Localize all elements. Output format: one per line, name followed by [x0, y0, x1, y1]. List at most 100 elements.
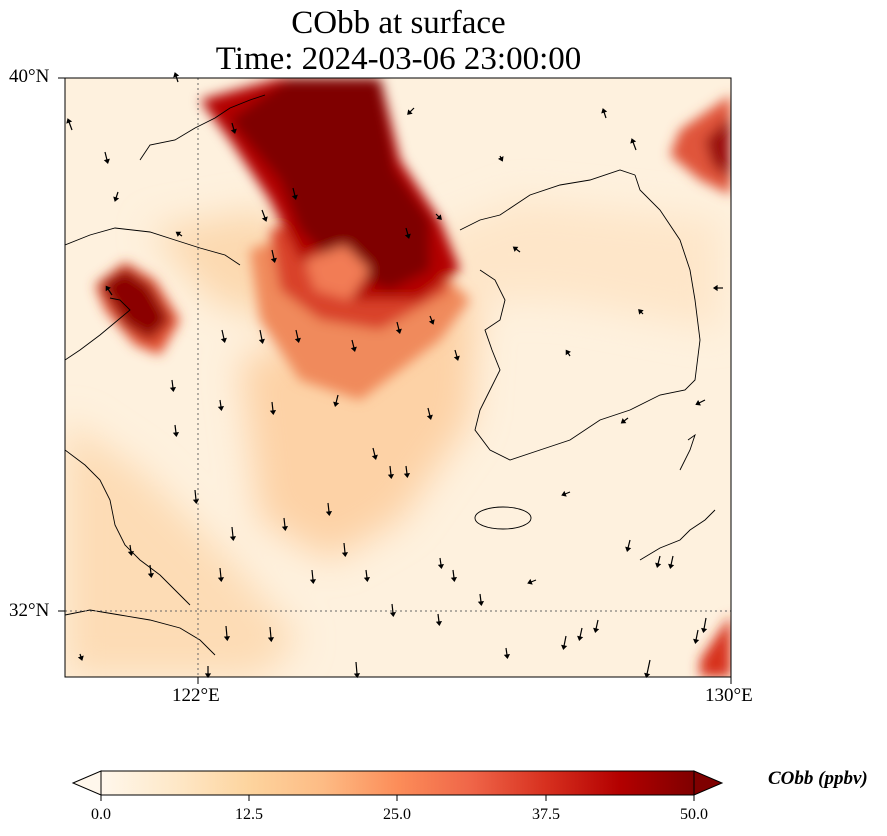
- wind-arrow-head: [147, 573, 155, 579]
- wind-arrow-head: [192, 499, 200, 505]
- wind-arrow-head: [625, 546, 632, 552]
- wind-arrow-head: [325, 511, 333, 517]
- wind-arrow-head: [281, 526, 289, 532]
- colorbar-label: CObb (ppbv): [768, 768, 868, 789]
- wind-arrow: [405, 227, 409, 236]
- wind-arrow-head: [333, 401, 340, 407]
- wind-arrow-head: [169, 387, 177, 393]
- wind-arrow: [372, 447, 376, 457]
- wind-arrow: [595, 619, 599, 630]
- wind-arrow-head: [407, 109, 413, 115]
- map-time-title: Time: 2024-03-06 23:00:00: [215, 41, 582, 77]
- wind-arrow-head: [387, 474, 395, 480]
- wind-arrow: [646, 659, 651, 675]
- wind-arrow: [437, 613, 440, 623]
- wind-arrow-head: [593, 627, 600, 633]
- wind-arrow: [115, 191, 119, 199]
- wind-arrow-head: [172, 432, 180, 438]
- wind-arrow-head: [477, 601, 485, 607]
- wind-arrow-head: [77, 655, 84, 661]
- wind-arrow: [327, 502, 330, 513]
- wind-arrow-head: [389, 612, 397, 618]
- axis-ticks: [58, 77, 732, 684]
- wind-arrow: [283, 517, 286, 528]
- wind-arrow: [396, 321, 400, 331]
- wind-arrow-head: [395, 328, 402, 334]
- wind-arrow-head: [630, 138, 637, 144]
- wind-arrow-head: [426, 414, 433, 420]
- wind-arrow-head: [437, 563, 445, 570]
- wind-arrow: [351, 339, 355, 349]
- wind-arrow-head: [371, 454, 378, 460]
- wind-arrow-head: [223, 636, 231, 642]
- wind-arrow-head: [701, 627, 708, 634]
- wind-arrow-head: [435, 621, 443, 627]
- colorbar-tick-label: 12.5: [235, 806, 263, 823]
- wind-arrow: [563, 635, 567, 647]
- wind-arrow: [225, 625, 228, 638]
- wind-arrow: [335, 394, 339, 404]
- wind-arrow: [567, 352, 571, 357]
- wind-arrow-head: [453, 355, 460, 361]
- colorbar-gradient: [100, 770, 695, 796]
- wind-arrow: [311, 569, 314, 581]
- wind-arrow: [175, 75, 179, 83]
- wind-arrow-head: [712, 284, 718, 292]
- wind-arrow: [178, 233, 183, 237]
- colorbar-ticks: [100, 795, 695, 801]
- wind-arrow: [429, 315, 433, 322]
- wind-arrow: [343, 542, 346, 554]
- wind-arrow: [670, 555, 674, 566]
- wind-arrow-head: [103, 158, 110, 164]
- wind-arrow-head: [204, 673, 212, 679]
- wind-arrow-head: [353, 673, 361, 679]
- wind-arrow: [231, 526, 234, 538]
- wind-arrow: [194, 489, 197, 501]
- colorbar-tick-label: 0.0: [91, 806, 111, 823]
- wind-arrow-head: [503, 653, 511, 660]
- wind-arrow: [219, 567, 222, 579]
- wind-arrow-head: [270, 257, 277, 263]
- wind-arrow-head: [105, 285, 111, 292]
- wind-arrow-head: [173, 72, 180, 78]
- map-frame: [64, 77, 732, 678]
- wind-arrow: [427, 407, 431, 417]
- wind-arrow: [391, 603, 394, 614]
- wind-arrow: [261, 209, 266, 219]
- lat-tick-label: 32°N: [9, 600, 50, 621]
- lon-tick-label: 130°E: [705, 685, 753, 706]
- wind-arrow-head: [350, 346, 357, 352]
- wind-arrow: [405, 465, 408, 475]
- wind-arrow: [219, 399, 222, 408]
- colorbar-tick-label: 37.5: [532, 806, 560, 823]
- wind-arrow: [603, 111, 607, 119]
- colorbar-max-extend: [693, 770, 724, 796]
- wind-arrow: [564, 491, 571, 495]
- wind-arrow: [439, 557, 442, 566]
- colorbar-tick-label: 25.0: [383, 806, 411, 823]
- colorbar-min-extend: [71, 770, 102, 796]
- wind-arrow-head: [638, 309, 644, 315]
- wind-arrow-head: [436, 214, 442, 220]
- wind-arrow: [355, 661, 358, 675]
- lat-tick-label: 40°N: [9, 66, 50, 87]
- wind-arrow: [579, 627, 583, 638]
- wind-arrow-head: [620, 418, 627, 424]
- wind-arrow-head: [577, 635, 584, 641]
- lon-tick-label: 122°E: [172, 685, 220, 706]
- wind-arrow-head: [217, 577, 225, 583]
- wind-arrow: [68, 121, 73, 131]
- wind-arrow-head: [309, 579, 317, 585]
- wind-arrow: [174, 424, 177, 434]
- wind-arrow: [435, 213, 440, 218]
- wind-arrow: [452, 569, 455, 579]
- concentration-field: [65, 78, 731, 677]
- map-title: CObb at surface: [291, 5, 506, 41]
- wind-arrow-head: [261, 216, 268, 222]
- wind-arrow: [627, 539, 631, 549]
- wind-arrow: [454, 349, 458, 358]
- wind-arrow-head: [66, 118, 73, 124]
- wind-arrow: [231, 122, 235, 131]
